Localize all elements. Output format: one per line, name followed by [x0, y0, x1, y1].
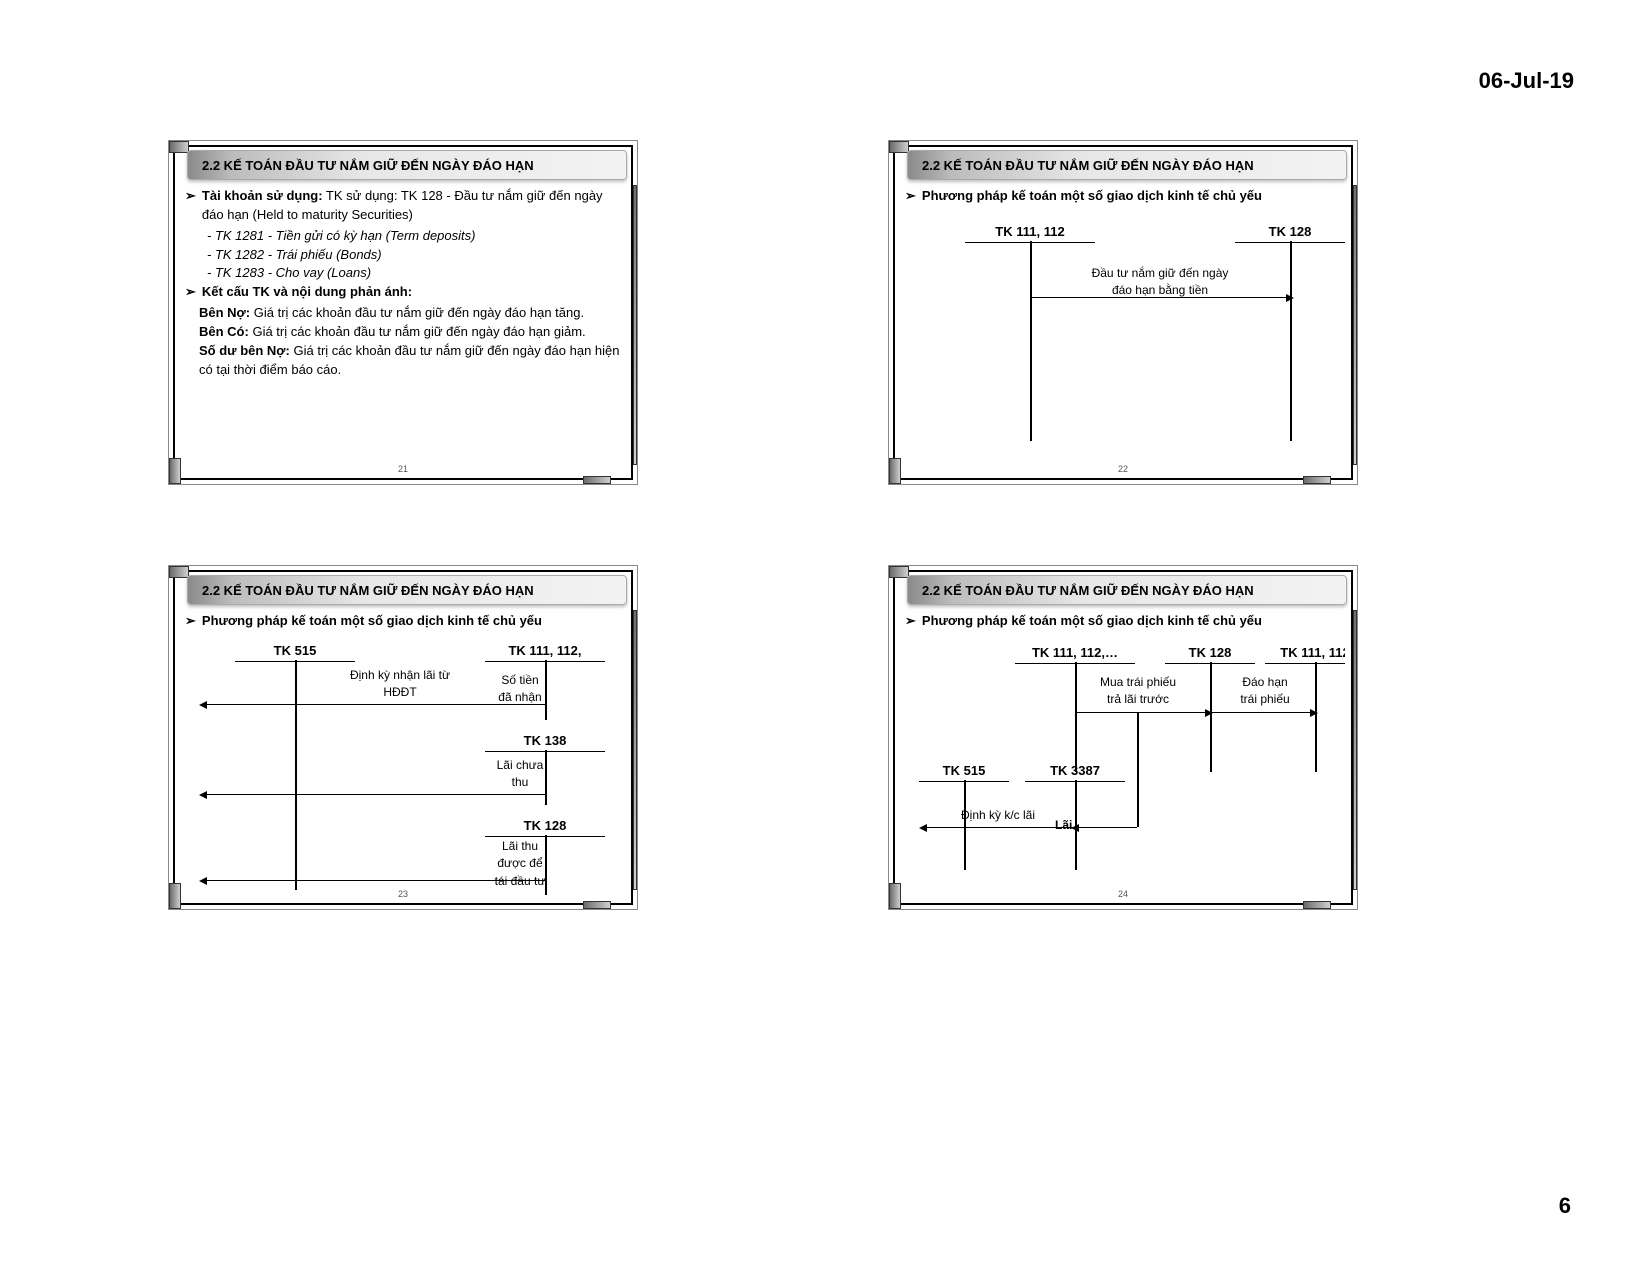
page-number: 6	[1559, 1193, 1571, 1219]
slide-24: 2.2 KẾ TOÁN ĐẦU TƯ NẮM GIỮ ĐẾN NGÀY ĐÁO …	[888, 565, 1358, 910]
slides-grid: 2.2 KẾ TOÁN ĐẦU TƯ NẮM GIỮ ĐẾN NGÀY ĐÁO …	[168, 140, 1498, 910]
slide-body: ➢Phương pháp kế toán một số giao dịch ki…	[905, 612, 1345, 897]
slide-body: ➢Phương pháp kế toán một số giao dịch ki…	[185, 612, 625, 897]
slide-22: 2.2 KẾ TOÁN ĐẦU TƯ NẮM GIỮ ĐẾN NGÀY ĐÁO …	[888, 140, 1358, 485]
t-account-label: TK 3387	[1025, 762, 1125, 781]
t-account-label: TK 128	[1235, 223, 1345, 242]
t-account-label: TK 515	[235, 642, 355, 661]
slide-23: 2.2 KẾ TOÁN ĐẦU TƯ NẮM GIỮ ĐẾN NGÀY ĐÁO …	[168, 565, 638, 910]
slide-body: ➢Tài khoản sử dụng: TK sử dụng: TK 128 -…	[185, 187, 625, 472]
slide-title: 2.2 KẾ TOÁN ĐẦU TƯ NẮM GIỮ ĐẾN NGÀY ĐÁO …	[187, 150, 627, 180]
slide-number: 23	[169, 889, 637, 899]
t-account-label: TK 111, 112,	[485, 642, 605, 661]
arrow	[1077, 712, 1207, 713]
slide-number: 21	[169, 464, 637, 474]
arrow	[1212, 712, 1312, 713]
arrow	[925, 827, 1073, 828]
slide-body: ➢Phương pháp kế toán một số giao dịch ki…	[905, 187, 1345, 472]
slide-title: 2.2 KẾ TOÁN ĐẦU TƯ NẮM GIỮ ĐẾN NGÀY ĐÁO …	[907, 575, 1347, 605]
t-account-label: TK 111, 112,…	[1015, 644, 1135, 663]
slide-number: 24	[889, 889, 1357, 899]
slide-title: 2.2 KẾ TOÁN ĐẦU TƯ NẮM GIỮ ĐẾN NGÀY ĐÁO …	[907, 150, 1347, 180]
arrow	[1077, 827, 1137, 828]
page-date: 06-Jul-19	[1479, 68, 1574, 94]
t-account-label: TK 111, 112	[965, 223, 1095, 242]
slide-number: 22	[889, 464, 1357, 474]
t-account-label: TK 138	[485, 732, 605, 751]
t-account-label: TK 128	[485, 817, 605, 836]
arrow	[205, 794, 545, 795]
slide-21: 2.2 KẾ TOÁN ĐẦU TƯ NẮM GIỮ ĐẾN NGÀY ĐÁO …	[168, 140, 638, 485]
slide-title: 2.2 KẾ TOÁN ĐẦU TƯ NẮM GIỮ ĐẾN NGÀY ĐÁO …	[187, 575, 627, 605]
t-account-label: TK 111, 112	[1265, 644, 1345, 663]
t-account-label: TK 515	[919, 762, 1009, 781]
t-account-label: TK 128	[1165, 644, 1255, 663]
